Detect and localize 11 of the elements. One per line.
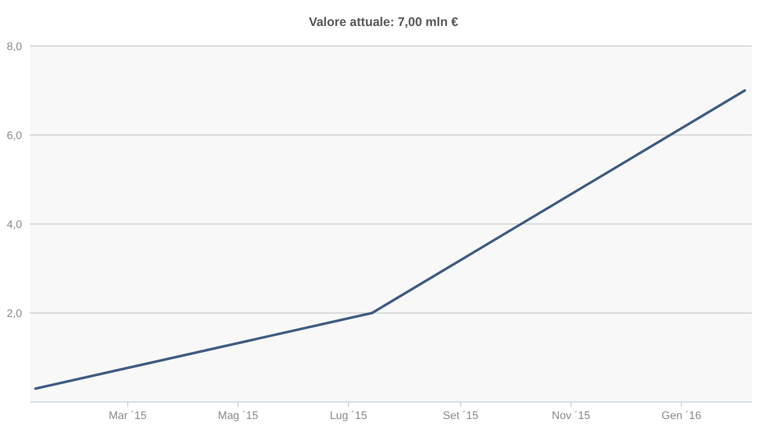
x-tick-label: Mag ´15 bbox=[218, 410, 258, 422]
x-tick-label: Lug ´15 bbox=[330, 410, 368, 422]
x-tick-label: Nov ´15 bbox=[552, 410, 590, 422]
chart-title: Valore attuale: 7,00 mln € bbox=[308, 15, 458, 29]
x-tick-label: Mar ´15 bbox=[108, 410, 147, 422]
x-tick-label: Gen ´16 bbox=[662, 410, 702, 422]
x-tick-label: Set ´15 bbox=[442, 410, 478, 422]
y-tick-label: 2,0 bbox=[6, 308, 22, 320]
y-tick-label: 6,0 bbox=[6, 130, 22, 142]
y-tick-label: 4,0 bbox=[6, 219, 22, 231]
y-tick-label: 8,0 bbox=[6, 41, 22, 53]
